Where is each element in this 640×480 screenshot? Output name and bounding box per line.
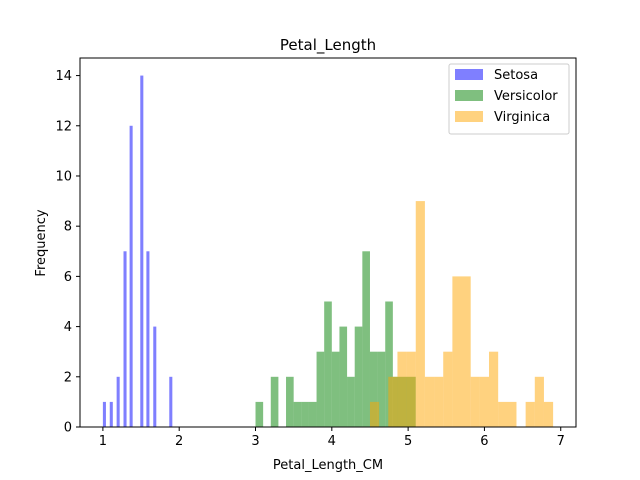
x-tick-label: 6 — [480, 434, 488, 449]
bar-versicolor-1 — [270, 376, 279, 427]
bar-versicolor-0 — [255, 401, 264, 427]
bar-virginica-9 — [470, 376, 480, 427]
x-tick-label: 5 — [404, 434, 412, 449]
bar-virginica-8 — [452, 276, 471, 427]
bar-versicolor-13 — [369, 351, 378, 427]
y-tick-label: 12 — [55, 119, 72, 134]
bar-virginica-10 — [479, 376, 490, 427]
y-tick-label: 6 — [64, 270, 72, 285]
legend-swatch-setosa — [455, 69, 483, 80]
x-tick-label: 3 — [251, 434, 259, 449]
chart-title: Petal_Length — [280, 36, 376, 55]
legend-label-versicolor: Versicolor — [494, 89, 558, 104]
legend-label-setosa: Setosa — [494, 68, 538, 83]
bar-setosa-7 — [153, 326, 157, 427]
bar-versicolor-7 — [324, 301, 332, 427]
legend-label-virginica: Virginica — [494, 110, 550, 125]
y-tick-label: 10 — [55, 169, 72, 184]
bar-setosa-6 — [146, 251, 150, 427]
y-tick-label: 8 — [64, 220, 72, 235]
y-axis: 0 2 4 6 8 10 12 14 — [55, 69, 80, 436]
bar-setosa-0 — [102, 401, 106, 427]
bar-versicolor-14 — [377, 351, 386, 427]
bar-setosa-3 — [123, 251, 127, 427]
legend-swatch-versicolor — [455, 90, 483, 101]
bars-group — [102, 75, 554, 427]
bar-versicolor-10 — [347, 376, 355, 427]
legend: Setosa Versicolor Virginica — [448, 63, 570, 135]
bar-setosa-2 — [116, 376, 120, 427]
bar-versicolor-12 — [362, 251, 370, 427]
bar-versicolor-15 — [385, 301, 393, 427]
bar-virginica-3 — [406, 351, 416, 427]
y-tick-label: 14 — [55, 69, 72, 84]
bar-setosa-1 — [109, 401, 113, 427]
bar-versicolor-4 — [301, 401, 309, 427]
bar-versicolor-8 — [331, 351, 340, 427]
bar-versicolor-9 — [339, 326, 348, 427]
bar-virginica-15 — [543, 401, 554, 427]
bar-virginica-11 — [489, 351, 499, 427]
bar-setosa-5 — [140, 75, 144, 427]
bar-virginica-12 — [498, 401, 517, 427]
x-tick-label: 7 — [557, 434, 565, 449]
x-tick-label: 1 — [99, 434, 107, 449]
x-tick-label: 2 — [175, 434, 183, 449]
bar-virginica-6 — [434, 376, 444, 427]
x-axis: 1 2 3 4 5 6 7 — [99, 427, 565, 449]
x-axis-label: Petal_Length_CM — [273, 458, 383, 473]
bar-virginica-7 — [443, 351, 453, 427]
bar-setosa-8 — [169, 376, 173, 427]
bar-virginica-4 — [415, 201, 425, 427]
y-tick-label: 4 — [64, 320, 72, 335]
y-axis-label: Frequency — [34, 209, 49, 276]
x-tick-label: 4 — [328, 434, 336, 449]
bar-virginica-0 — [369, 401, 380, 427]
y-tick-label: 2 — [64, 370, 72, 385]
bar-versicolor-3 — [293, 401, 302, 427]
bar-versicolor-2 — [286, 376, 294, 427]
bar-virginica-14 — [534, 376, 544, 427]
bar-virginica-5 — [424, 376, 435, 427]
bar-virginica-2 — [397, 351, 407, 427]
legend-swatch-virginica — [455, 111, 483, 122]
bar-virginica-1 — [388, 376, 398, 427]
bar-setosa-4 — [129, 125, 133, 427]
bar-versicolor-11 — [354, 326, 363, 427]
bar-virginica-13 — [525, 401, 535, 427]
y-tick-label: 0 — [64, 421, 72, 436]
bar-versicolor-6 — [316, 351, 325, 427]
bar-versicolor-5 — [308, 401, 317, 427]
plot-frame — [79, 57, 577, 428]
